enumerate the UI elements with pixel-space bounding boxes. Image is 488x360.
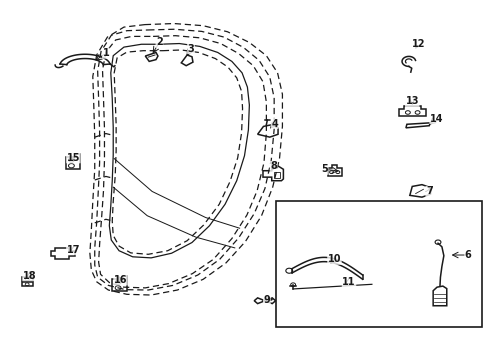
Text: 14: 14 <box>429 113 443 123</box>
Text: 12: 12 <box>411 39 425 49</box>
Text: 16: 16 <box>114 275 127 285</box>
Text: 4: 4 <box>271 118 278 129</box>
Text: 8: 8 <box>270 161 277 171</box>
Text: 1: 1 <box>102 48 109 58</box>
Text: 18: 18 <box>23 271 36 281</box>
Text: 10: 10 <box>327 254 341 264</box>
Text: 11: 11 <box>342 277 355 287</box>
Text: 2: 2 <box>156 37 163 48</box>
Text: 3: 3 <box>187 44 194 54</box>
Bar <box>273 172 279 178</box>
Text: 13: 13 <box>405 96 418 107</box>
Text: 15: 15 <box>66 153 80 163</box>
Text: 17: 17 <box>66 245 80 255</box>
Bar <box>22 282 32 287</box>
Text: 5: 5 <box>321 164 327 174</box>
Bar <box>276 202 481 327</box>
Text: 9: 9 <box>263 295 270 305</box>
Text: 6: 6 <box>464 250 470 260</box>
Text: 7: 7 <box>425 186 432 197</box>
Bar <box>22 277 32 282</box>
